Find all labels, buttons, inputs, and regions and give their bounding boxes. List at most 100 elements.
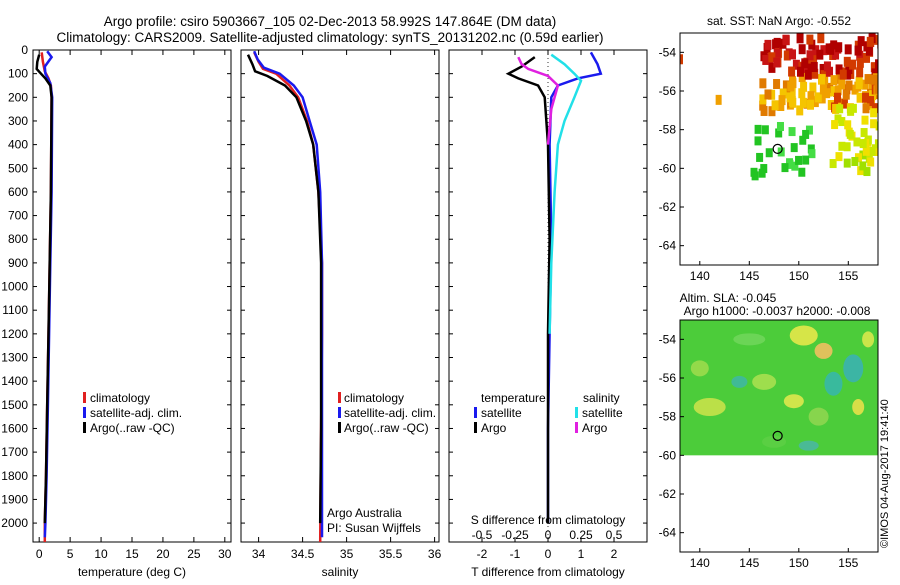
- sst-cell: [826, 82, 834, 93]
- temperature-xlabel: temperature (deg C): [78, 565, 186, 579]
- sst-cell: [836, 73, 844, 84]
- diff-legend-t-satellite-swatch: [474, 407, 477, 418]
- sst-cell: [835, 42, 843, 53]
- sst-cell: [832, 103, 840, 114]
- series-line-satellite: [546, 51, 603, 524]
- diff-legend-t-argo-label: Argo: [481, 421, 507, 435]
- salinity-panel: 34 34.5 35 35.5 36 salinity climatology sate…: [240, 49, 442, 579]
- sla-anomaly-blob: [762, 435, 787, 448]
- sst-cell: [768, 62, 776, 73]
- figure-title-line1: Argo profile: csiro 5903667_105 02-Dec-2…: [104, 14, 557, 29]
- sla-anomaly-blob: [789, 325, 818, 346]
- map-x-tick-label: 155: [838, 269, 858, 283]
- sst-cell: [816, 49, 824, 60]
- sst-cell: [857, 36, 865, 47]
- depth-tick-label: 1700: [1, 445, 28, 459]
- series-line-satellite: [253, 50, 324, 538]
- sst-cell: [783, 86, 791, 97]
- sal-legend-climatology-swatch: [338, 392, 341, 403]
- diff-legend-s-satellite-label: satellite: [582, 406, 623, 420]
- sst-cell: [788, 127, 796, 137]
- sst-cell: [782, 34, 790, 45]
- depth-tick-label: 100: [8, 67, 28, 81]
- figure-title-line2: Climatology: CARS2009. Satellite-adjuste…: [56, 30, 603, 45]
- sst-cell: [768, 106, 776, 117]
- sst-cell: [851, 156, 859, 166]
- sst-cell: [853, 137, 861, 147]
- sst-cell: [786, 158, 794, 168]
- temperature-legend: climatology satellite-adj. clim. Argo(..…: [83, 391, 182, 435]
- sst-cell: [760, 105, 768, 116]
- legend-temperature-title: temperature: [481, 391, 546, 405]
- depth-tick-label: 1300: [1, 351, 28, 365]
- series-line-sal_satellite: [548, 53, 583, 334]
- sst-cell: [849, 59, 857, 70]
- legend-argo-label: Argo(..raw -QC): [90, 421, 175, 435]
- sal-legend-argo-swatch: [338, 422, 341, 433]
- sst-cell: [871, 103, 878, 114]
- sst-cell: [771, 100, 779, 111]
- sst-cell: [862, 103, 870, 114]
- sst-map-frame: [679, 32, 879, 266]
- sst-cell: [854, 153, 862, 163]
- sla-map-subtitle: Argo h1000: -0.0037 h2000: -0.008: [684, 304, 871, 318]
- map-x-tick-label: 150: [789, 269, 809, 283]
- sla-map-field: [680, 320, 878, 456]
- sst-cell: [874, 139, 878, 149]
- sst-cell: [750, 167, 758, 177]
- sst-cell: [843, 158, 851, 168]
- sst-cell: [776, 121, 784, 131]
- map-y-tick-label: -56: [659, 84, 677, 98]
- sla-anomaly-blob: [862, 331, 875, 348]
- sst-cell: [823, 88, 831, 99]
- map-y-tick-label: -62: [659, 487, 677, 501]
- sst-cell: [876, 121, 878, 131]
- sst-cell: [844, 44, 852, 55]
- depth-tick-label: 1000: [1, 280, 28, 294]
- sst-cell: [799, 135, 807, 145]
- x-tick-label: 36: [428, 547, 442, 561]
- sst-cell: [760, 164, 768, 174]
- map-x-tick-label: 145: [739, 269, 759, 283]
- legend-argo-swatch: [83, 422, 86, 433]
- sla-anomaly-blob: [808, 407, 829, 426]
- sla-anomaly-blob: [693, 398, 726, 416]
- sst-cell: [812, 45, 820, 56]
- sst-cell: [762, 54, 770, 65]
- map-y-tick-label: -64: [659, 526, 677, 540]
- sst-cell: [808, 39, 816, 50]
- sst-cell: [796, 66, 804, 77]
- sla-anomaly-blob: [814, 342, 833, 359]
- sst-cell: [859, 161, 867, 171]
- sst-cell: [778, 95, 786, 106]
- sst-cell: [839, 69, 847, 80]
- sst-cell: [801, 58, 809, 69]
- s-tick-label: 0: [545, 528, 552, 542]
- sla-anomaly-blob: [752, 373, 777, 390]
- sst-cell: [875, 59, 878, 70]
- x-tick-label: 34: [252, 547, 266, 561]
- sst-cell: [843, 142, 851, 152]
- depth-tick-label: 1800: [1, 469, 28, 483]
- sst-cell: [838, 117, 846, 127]
- sst-cell: [827, 44, 835, 55]
- map-y-tick-label: -64: [659, 239, 677, 253]
- x-tick-label: 25: [187, 547, 201, 561]
- sst-cell: [768, 52, 776, 63]
- map-y-tick-label: -60: [659, 161, 677, 175]
- sst-cell: [798, 44, 806, 55]
- sst-cell: [789, 49, 797, 60]
- s-tick-label: 0.5: [606, 528, 623, 542]
- sst-cell: [868, 90, 876, 101]
- diff-legend-s-argo-label: Argo: [582, 421, 608, 435]
- x-tick-label: 34.5: [291, 547, 315, 561]
- sst-cell: [791, 161, 799, 171]
- sst-cell: [865, 45, 873, 56]
- sal-legend-climatology-label: climatology: [344, 391, 404, 405]
- sst-cell: [759, 94, 767, 105]
- sst-cell: [845, 80, 853, 91]
- credit-pi: PI: Susan Wijffels: [327, 521, 421, 535]
- sst-cell: [806, 63, 814, 74]
- sst-cell: [789, 78, 797, 89]
- sst-cell: [798, 72, 806, 83]
